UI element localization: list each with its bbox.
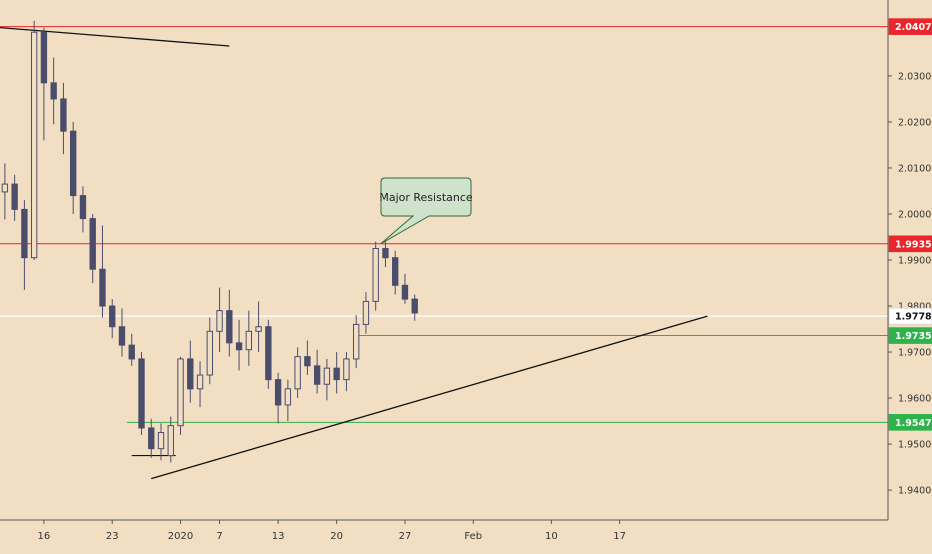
candle-body <box>89 218 96 270</box>
y-tick-label: 1.98000 <box>898 302 932 313</box>
candle-body <box>60 98 67 132</box>
candle-body <box>245 330 253 351</box>
candle-body <box>372 247 379 302</box>
candle-body <box>284 388 292 406</box>
candle-body <box>187 358 194 390</box>
candle-body <box>1 183 9 193</box>
candle-body <box>11 183 18 210</box>
candle-body <box>99 268 106 307</box>
price-level-label: 1.99352 <box>895 239 932 250</box>
y-axis-panel <box>888 0 932 550</box>
y-tick-label: 1.94000 <box>898 486 932 497</box>
candle-body <box>343 358 350 381</box>
candle-body <box>304 356 311 367</box>
candle-body <box>411 298 418 314</box>
candle-body <box>265 326 272 381</box>
y-tick-label: 1.96000 <box>898 394 932 405</box>
candle-body <box>109 305 116 328</box>
price-level-tag <box>888 327 932 344</box>
candle-body <box>167 425 174 457</box>
candle-body <box>79 195 87 220</box>
candle-body <box>128 344 135 360</box>
candle-body <box>333 367 340 381</box>
candle-body <box>235 342 243 351</box>
price-level-label: 1.95472 <box>895 418 932 429</box>
y-tick-label: 2.00000 <box>898 209 932 220</box>
candle-body <box>30 31 38 259</box>
candle-body <box>206 330 213 376</box>
candle-body <box>382 247 389 259</box>
y-tick-label: 2.01000 <box>898 163 932 174</box>
y-tick-label: 1.97000 <box>898 348 932 359</box>
candle-body <box>294 356 301 390</box>
trendline <box>0 26 230 47</box>
y-tick-label: 1.95000 <box>898 440 932 451</box>
candle-body <box>50 82 57 100</box>
x-tick-label: Feb <box>464 531 482 542</box>
candle-body <box>313 365 321 385</box>
price-level-label: 1.97358 <box>895 331 932 342</box>
candle-body <box>196 374 204 390</box>
price-level-tag <box>888 235 932 253</box>
candle-body <box>392 257 399 286</box>
x-tick-label: 23 <box>106 531 119 542</box>
price-level-tag <box>888 18 932 35</box>
candle-body <box>362 300 370 325</box>
price-level-label: 2.04072 <box>895 22 932 33</box>
y-tick-label: 2.02000 <box>898 117 932 128</box>
candle-body <box>157 432 165 450</box>
x-tick-label: 20 <box>330 531 343 542</box>
candle-body <box>401 284 409 300</box>
candle-body <box>352 323 360 360</box>
price-level-tag <box>888 414 932 431</box>
candle-body <box>40 31 48 84</box>
annotation-label: Major Resistance <box>379 191 473 204</box>
x-tick-label: 27 <box>399 531 412 542</box>
candle-body <box>226 310 233 344</box>
y-tick-label: 1.99000 <box>898 256 932 267</box>
x-tick-label: 7 <box>216 531 222 542</box>
price-level-label: 1.97780 <box>895 312 932 323</box>
candle-body <box>255 326 262 332</box>
y-tick-label: 2.03000 <box>898 71 932 82</box>
x-tick-label: 17 <box>613 531 626 542</box>
price-level-tag <box>888 307 932 325</box>
candle-body <box>148 427 155 450</box>
annotation-callout <box>380 177 472 245</box>
x-tick-label: 10 <box>545 531 558 542</box>
candle-body <box>118 326 126 346</box>
candle-body <box>323 367 331 385</box>
candle-body <box>177 358 184 427</box>
candle-body <box>70 130 77 197</box>
candle-body <box>216 310 223 332</box>
candle-body <box>274 379 282 406</box>
candle-body <box>138 358 145 429</box>
x-tick-label: 16 <box>38 531 51 542</box>
x-tick-label: 2020 <box>168 531 193 542</box>
trendline <box>151 315 708 480</box>
x-tick-label: 13 <box>272 531 285 542</box>
candle-body <box>21 208 28 259</box>
x-axis-panel <box>0 520 932 550</box>
